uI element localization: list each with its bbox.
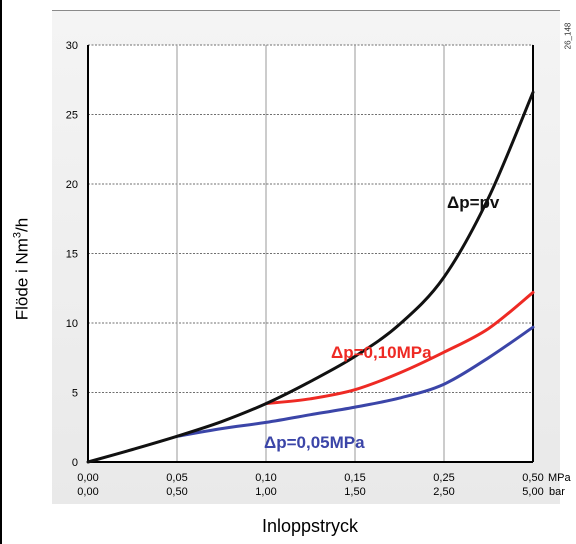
x-tick-label-mpa: 0,50 [522, 472, 543, 484]
x-tick-label-bar: 0,00 [77, 486, 98, 498]
series-label-0-05mpa: Δp=0,05MPa [264, 433, 365, 452]
y-tick-label: 10 [66, 318, 78, 330]
x-tick-label-mpa: 0,05 [166, 472, 187, 484]
y-tick-label: 20 [66, 179, 78, 191]
x-axis-label: Inloppstryck [261, 516, 359, 536]
x-tick-label-bar: 2,50 [433, 486, 454, 498]
left-border [0, 0, 2, 544]
y-tick-label: 30 [66, 40, 78, 52]
x-tick-label-mpa: 0,00 [77, 472, 98, 484]
y-tick-label: 25 [66, 110, 78, 122]
series-label-0-10mpa: Δp=0,10MPa [331, 343, 432, 362]
x-unit-bar: bar [549, 486, 565, 498]
x-unit-mpa: MPa [548, 472, 572, 484]
series-line-0-05mpa [175, 325, 535, 438]
x-tick-label-bar: 1,50 [344, 486, 365, 498]
y-tick-label: 15 [66, 249, 78, 261]
x-tick-label-mpa: 0,15 [344, 472, 365, 484]
corner-code: 26_148 [563, 22, 573, 50]
y-axis-label-tail: /h [12, 217, 32, 232]
y-axis-label-main: Flöde i Nm [12, 238, 32, 321]
series-label-pv: Δp=pv [447, 193, 500, 212]
y-tick-label: 5 [72, 388, 78, 400]
x-tick-label-mpa: 0,25 [433, 472, 454, 484]
x-tick-label-bar: 1,00 [255, 486, 276, 498]
series-line-pv [86, 90, 535, 464]
x-tick-label-bar: 5,00 [522, 486, 543, 498]
y-axis-label-superscript: 3 [11, 231, 24, 239]
x-tick-label-mpa: 0,10 [255, 472, 276, 484]
series-line-0-10mpa [264, 290, 535, 406]
x-tick-label-bar: 0,50 [166, 486, 187, 498]
y-axis-label: Flöde i Nm3/h [12, 218, 33, 321]
y-tick-label: 0 [72, 457, 78, 469]
